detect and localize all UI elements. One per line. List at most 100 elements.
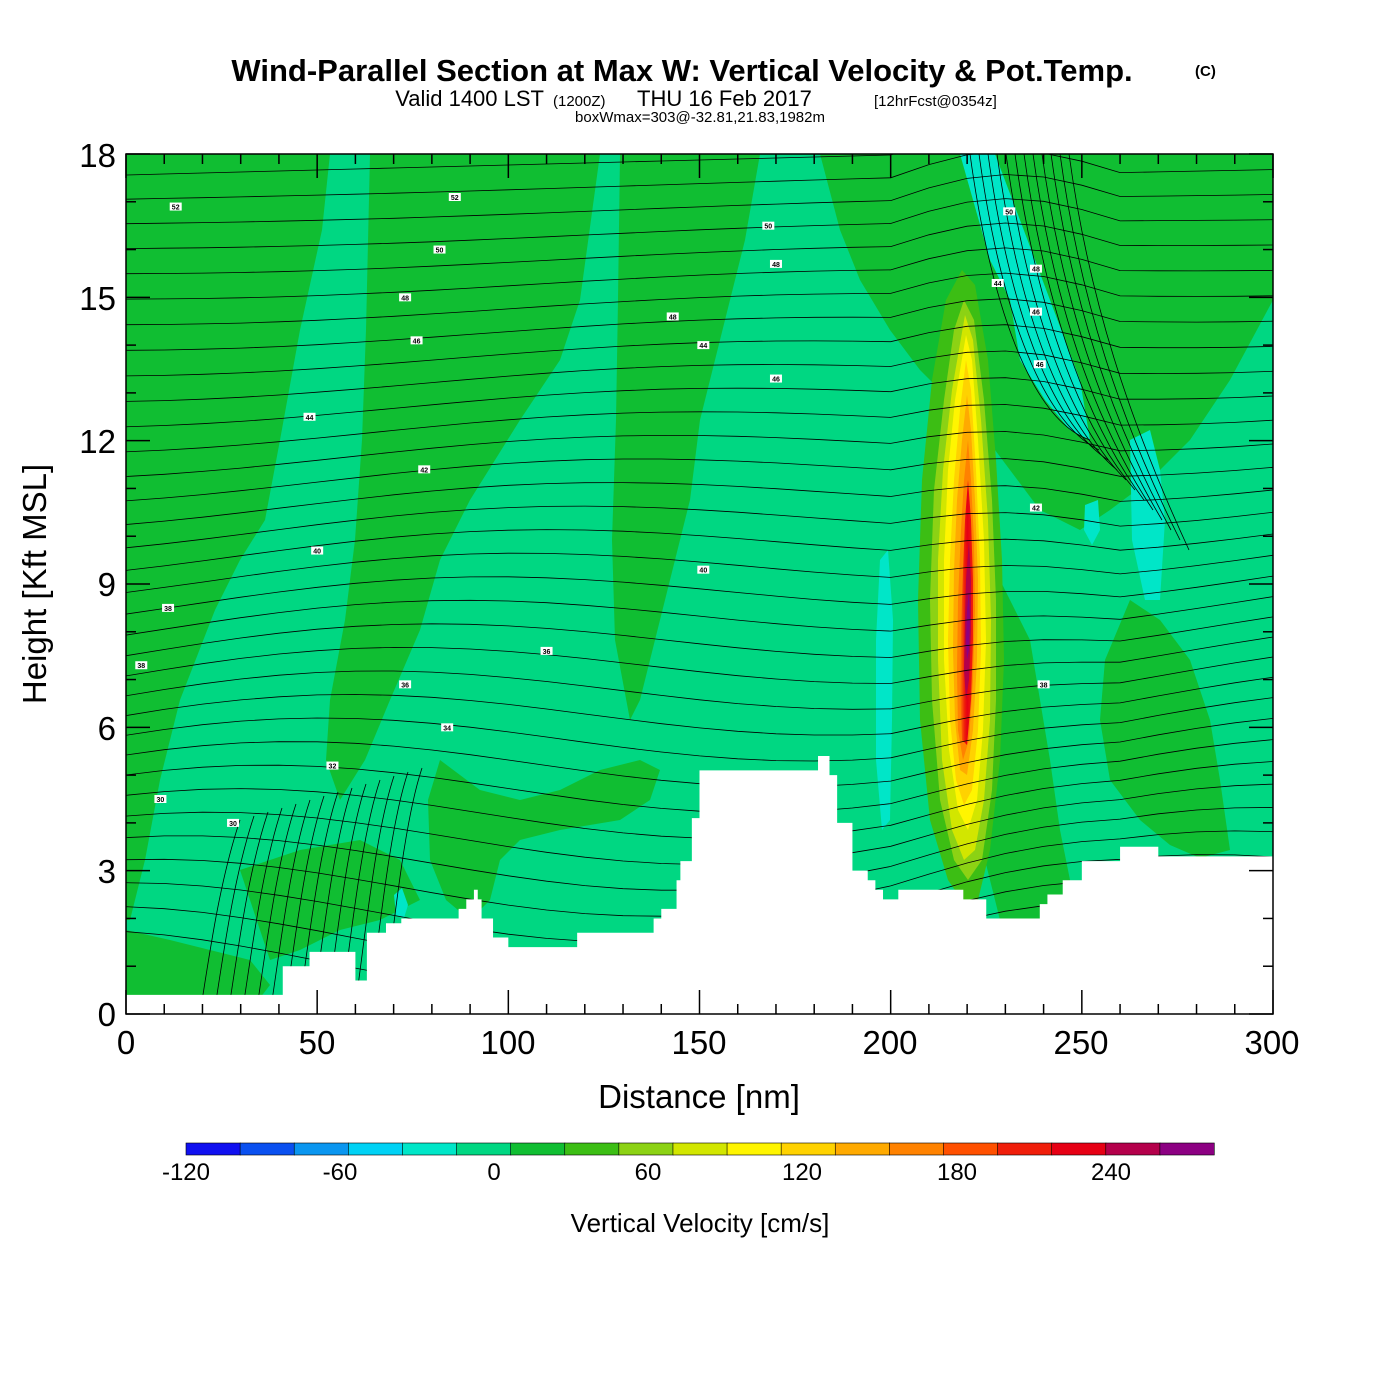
theta-contour-line — [126, 404, 1273, 453]
x-axis: 0 50 100 150 200 250 300 Distance [nm] — [117, 1024, 1300, 1115]
y-tick-label: 15 — [79, 280, 116, 317]
theta-contour-line — [126, 596, 1273, 636]
theta-label-bg — [154, 795, 167, 803]
theta-contour-label: 52 — [451, 195, 459, 202]
field-region-positive — [240, 840, 420, 960]
theta-contour-line — [1032, 154, 1154, 511]
terrain-mask — [126, 756, 1273, 1014]
y-axis-label: Height [Kft MSL] — [16, 464, 53, 704]
theta-label-bg — [399, 680, 412, 689]
colorbar-swatch — [293, 1142, 349, 1156]
theta-contour-label: 36 — [543, 649, 551, 656]
theta-contour-line — [126, 431, 1273, 477]
theta-contour-line — [126, 697, 1273, 762]
theta-contour-line — [126, 616, 1273, 658]
chart-subtitle-utc: (1200Z) — [553, 93, 606, 110]
x-tick-label: 0 — [117, 1024, 135, 1061]
chart-subtitle-valid: Valid 1400 LST — [395, 86, 544, 111]
theta-label-bg — [227, 818, 240, 827]
x-tick-label: 100 — [480, 1024, 535, 1061]
theta-contour-label: 38 — [137, 663, 145, 670]
copyright-mark: (C) — [1195, 63, 1216, 80]
theta-contour-label: 52 — [172, 205, 180, 212]
colorbar-tick-label: 120 — [782, 1159, 822, 1186]
theta-contour-line — [126, 377, 1273, 428]
field-region-negative — [960, 154, 1090, 440]
y-tick-label: 3 — [98, 853, 116, 890]
chart-subtitle-forecast: [12hrFcst@0354z] — [874, 93, 997, 110]
y-axis: 0 3 6 9 12 15 18 Height [Kft MSL] — [16, 137, 116, 1033]
field-region-positive — [1100, 600, 1230, 858]
x-axis-label: Distance [nm] — [598, 1078, 800, 1115]
theta-contour-label: 48 — [772, 262, 780, 269]
theta-label-bg — [441, 723, 454, 732]
y-tick-label: 18 — [79, 137, 116, 174]
theta-contour-line — [1014, 154, 1136, 491]
theta-contour-line — [1068, 154, 1190, 551]
theta-contour-line — [227, 811, 269, 1014]
theta-contour-label: 30 — [157, 797, 165, 804]
theta-contour-line — [126, 636, 1273, 684]
theta-label-bg — [769, 259, 782, 268]
colorbar-tick-label: -120 — [162, 1159, 210, 1186]
theta-contour-line — [978, 154, 1100, 451]
field-region-positive — [612, 154, 760, 720]
theta-contour-line — [1059, 154, 1181, 541]
colorbar-swatch — [239, 1142, 295, 1156]
colorbar-swatch — [943, 1142, 999, 1156]
theta-label-bg — [1033, 360, 1046, 369]
theta-contour-label: 38 — [164, 606, 172, 613]
colorbar-swatches — [185, 1142, 1215, 1156]
theta-contour-labels: 52 52 50 50 48 48 48 46 44 44 44 46 42 40 40 38 38 36 36 34… — [135, 193, 1050, 828]
field-region-positive — [126, 154, 330, 920]
theta-contour-line — [269, 799, 311, 1014]
theta-label-bg — [399, 293, 412, 302]
theta-contour-label: 44 — [994, 281, 1002, 288]
colorbar-swatch — [672, 1142, 728, 1156]
plot-area: 52 52 50 50 48 48 48 46 44 44 44 46 42 40 40 38 38 36 36 34… — [126, 154, 1273, 1014]
field-region-negative — [876, 550, 893, 830]
theta-contour-label: 48 — [1032, 267, 1040, 274]
theta-contour-label: 40 — [313, 549, 321, 556]
colorbar-tick-label: 60 — [635, 1159, 662, 1186]
theta-contour-label: 46 — [1032, 310, 1040, 317]
field-region-negative — [1130, 430, 1165, 600]
x-tick-label: 250 — [1053, 1024, 1108, 1061]
theta-contour-line — [1041, 154, 1163, 521]
theta-label-bg — [311, 546, 324, 555]
theta-contour-line — [255, 803, 297, 1014]
theta-contour-line — [126, 458, 1273, 502]
theta-contour-label: 32 — [329, 764, 337, 771]
theta-contour-label: 50 — [436, 248, 444, 255]
theta-label-bg — [697, 565, 710, 574]
field-region-positive — [428, 760, 660, 920]
x-tick-label: 300 — [1244, 1024, 1299, 1061]
theta-label-bg — [135, 661, 148, 670]
theta-contour-line — [126, 247, 1273, 300]
theta-contour-label: 42 — [420, 467, 428, 474]
colorbar-swatch — [726, 1142, 782, 1156]
theta-contour-line — [213, 815, 255, 1014]
field-region-positive — [126, 930, 270, 998]
updraft-core-max — [966, 590, 970, 660]
theta-contour-label: 40 — [699, 568, 707, 575]
theta-contour-line — [126, 505, 1273, 549]
theta-contour-label: 42 — [1032, 506, 1040, 513]
field-region-positive — [326, 154, 600, 800]
theta-contour-line — [969, 154, 1091, 441]
colorbar-swatch — [564, 1142, 620, 1156]
theta-contour-line — [126, 198, 1273, 249]
colorbar-swatch — [889, 1142, 945, 1156]
y-tick-label: 9 — [98, 566, 116, 603]
theta-label-bg — [326, 761, 339, 770]
theta-contour-line — [1050, 154, 1172, 531]
colorbar: -120 -60 0 60 120 180 240 Vertical Veloc… — [162, 1142, 1215, 1238]
theta-contour-line — [126, 676, 1273, 736]
colorbar-tick-label: 180 — [937, 1159, 977, 1186]
theta-contour-label: 50 — [1005, 209, 1013, 216]
theta-contour-label: 46 — [772, 377, 780, 384]
theta-label-bg — [1029, 264, 1042, 273]
x-tick-label: 50 — [299, 1024, 336, 1061]
theta-contour-label: 46 — [1036, 362, 1044, 369]
